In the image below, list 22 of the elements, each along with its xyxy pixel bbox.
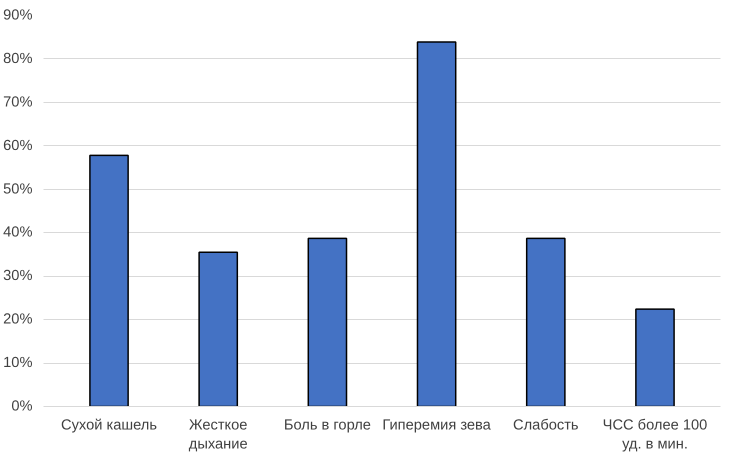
y-tick-label: 40% (3, 224, 33, 241)
x-tick-label: Сухой кашель (61, 418, 158, 434)
y-tick-label: 60% (3, 138, 33, 154)
x-tick-label: Жесткое дыхание (188, 418, 248, 453)
bar (89, 154, 129, 406)
bar (416, 41, 456, 406)
y-tick-label: 50% (3, 181, 33, 198)
y-tick-label: 0% (11, 398, 33, 414)
bar (526, 238, 566, 406)
y-tick-label: 30% (3, 268, 33, 284)
x-tick-label: Слабость (513, 418, 579, 434)
x-tick-label: Боль в горле (284, 418, 371, 434)
y-tick-label: 90% (3, 8, 33, 24)
y-tick-label: 80% (3, 50, 33, 67)
y-tick-label: 10% (3, 355, 33, 372)
x-tick-label: Гиперемия зева (382, 418, 492, 434)
bar (198, 252, 238, 406)
bar (635, 308, 675, 406)
y-tick-label: 70% (3, 94, 33, 110)
bar (308, 238, 348, 406)
x-tick-label: ЧСС более 100 уд. в мин. (602, 418, 708, 453)
y-tick-label: 20% (3, 312, 33, 328)
